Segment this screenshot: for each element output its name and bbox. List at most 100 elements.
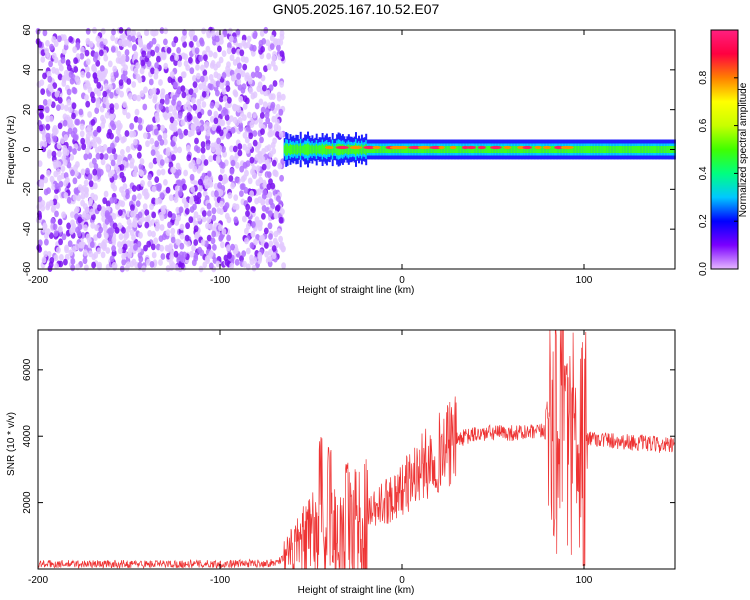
spectrogram-cell <box>249 190 255 198</box>
colorbar-tick-label: 0.2 <box>698 214 709 228</box>
spectrogram-cell <box>85 126 91 134</box>
spectrogram-cell <box>180 119 186 127</box>
spectrogram-cell <box>153 128 159 136</box>
spectrogram-cell <box>99 41 105 49</box>
spectrogram-cell <box>219 233 224 241</box>
spectrogram-cell <box>276 228 282 235</box>
spectrogram-cell <box>379 146 382 153</box>
spectrogram-cell <box>64 104 69 112</box>
spectrogram-cell <box>185 144 191 152</box>
spectrogram-cell <box>223 108 229 116</box>
spectrogram-cell <box>62 113 68 121</box>
spectrogram-cell <box>307 143 309 156</box>
spectrogram-cell <box>139 90 145 98</box>
spectrogram-cell <box>137 218 143 226</box>
spectrogram-cell <box>161 233 167 241</box>
spectrogram-cell <box>487 146 490 153</box>
spectrogram-cell <box>570 146 573 153</box>
spectrogram-cell <box>47 99 52 106</box>
spectrogram-cell <box>132 170 138 178</box>
spectrogram-cell <box>157 183 162 190</box>
spectrogram-cell <box>45 40 50 47</box>
spectrogram-cell <box>88 250 93 258</box>
spectrogram-cell <box>41 226 47 233</box>
spectrogram-cell <box>200 141 206 148</box>
spectrogram-cell <box>210 145 216 153</box>
spectrogram-cell <box>77 184 83 191</box>
spectrogram-cell <box>239 255 244 262</box>
spectrogram-cell <box>516 146 519 153</box>
spectrogram-cell <box>188 162 194 170</box>
spectrogram-cell <box>279 50 285 57</box>
spectrogram-cell <box>362 145 365 154</box>
spectrogram-cell <box>114 71 119 79</box>
spectrogram-cell <box>256 85 262 93</box>
spectrogram-cell <box>175 90 180 98</box>
spectrogram-cell <box>227 252 232 259</box>
spectrogram-cell <box>416 146 419 153</box>
spectrogram-cell <box>325 143 328 155</box>
spectrogram-cell <box>273 170 279 178</box>
spectrogram-cell <box>612 146 615 153</box>
spectrogram-cell <box>116 50 122 58</box>
spectrogram-cell <box>455 146 458 153</box>
spectrogram-cell <box>143 193 149 200</box>
spectrogram-cell <box>154 62 160 69</box>
spectrogram-cell <box>56 168 61 175</box>
spectrogram-cell <box>375 146 378 153</box>
spectrogram-cell <box>121 252 127 260</box>
spectrogram-cell <box>160 205 166 213</box>
spectrogram-cell <box>93 174 98 182</box>
spectrogram-cell <box>133 138 138 146</box>
spectrogram-cell <box>180 35 186 43</box>
spectrogram-cell <box>388 146 391 153</box>
spectrogram-cell <box>215 80 221 88</box>
spectrogram-cell <box>110 142 115 150</box>
spectrogram-cell <box>45 132 51 140</box>
spectrogram-cell <box>93 234 98 242</box>
spectrogram-cell <box>100 158 106 166</box>
spectrogram-cell <box>411 146 414 153</box>
spectrogram-cell <box>254 154 260 161</box>
spectrogram-cell <box>147 229 153 237</box>
spectrogram-cell <box>183 169 189 177</box>
spectrogram-cell <box>590 146 593 153</box>
spectrogram-cell <box>266 171 272 179</box>
spectrogram-cell <box>560 146 563 153</box>
spectrogram-cell <box>111 245 116 253</box>
spectrogram-cell <box>660 146 663 153</box>
spectrogram-cell <box>160 253 166 260</box>
spectrogram-cell <box>649 146 652 153</box>
spectrogram-cell <box>242 103 248 110</box>
spectrogram-cell <box>117 247 123 255</box>
spectrogram-cell <box>194 47 200 55</box>
spectrogram-cell <box>103 54 109 62</box>
spectrogram-cell <box>163 179 168 186</box>
spectrogram-cell <box>122 183 128 190</box>
spectrogram-cell <box>163 27 169 35</box>
spectrogram-cell <box>182 41 188 48</box>
spectrogram-cell <box>143 86 148 94</box>
spectrogram-cell <box>67 116 73 124</box>
spectrogram-cell <box>656 146 659 153</box>
spectrogram-cell <box>63 258 68 266</box>
spectrogram-cell <box>637 146 640 153</box>
spectrogram-cell <box>275 103 281 111</box>
spectrogram-cell <box>123 233 129 241</box>
spectrogram-cell <box>268 240 274 248</box>
spectrogram-cell <box>91 213 96 221</box>
spectrogram-cell <box>74 189 79 196</box>
spectrogram-cell <box>73 164 78 172</box>
spectrogram-cell <box>72 127 78 135</box>
spectrogram-cell <box>336 144 339 155</box>
spectrogram-cell <box>68 36 73 43</box>
spectrogram-cell <box>45 123 51 131</box>
spectrogram-cell <box>148 78 154 86</box>
spectrogram-cell <box>234 162 240 169</box>
spectrogram-cell <box>54 68 60 75</box>
spectrogram-cell <box>63 180 68 187</box>
spectrogram-cell <box>615 146 618 153</box>
spectrogram-cell <box>100 146 105 154</box>
spectrogram-cell <box>227 27 233 35</box>
